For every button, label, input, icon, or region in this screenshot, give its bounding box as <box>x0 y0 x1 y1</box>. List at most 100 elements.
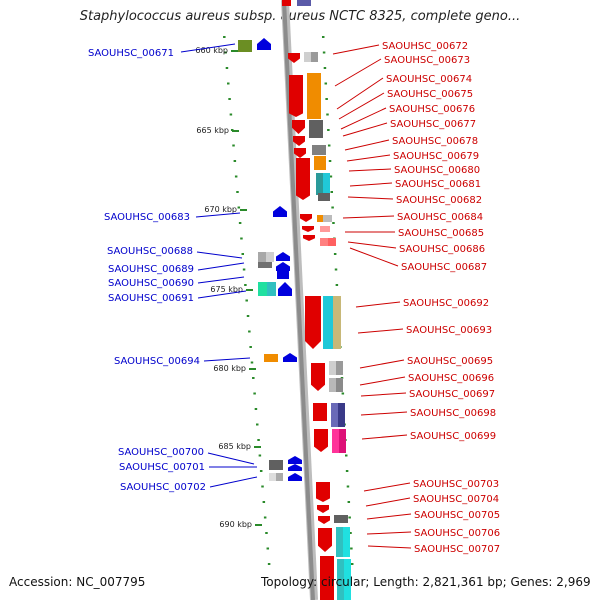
gene-label-right: SAOUHSC_00677 <box>390 119 476 130</box>
gene-label-right: SAOUHSC_00704 <box>413 494 499 505</box>
gene-feature <box>307 73 321 119</box>
map-title: Staphylococcus aureus subsp. aureus NCTC… <box>79 9 521 24</box>
kbp-label: 690 kbp <box>219 520 252 529</box>
leader-line-left <box>203 357 251 362</box>
gene-label-right: SAOUHSC_00697 <box>409 389 495 400</box>
gene-feature <box>314 156 326 170</box>
ruler-tick-right <box>329 175 333 178</box>
gene-label-right: SAOUHSC_00703 <box>413 479 499 490</box>
ruler-tick-right <box>347 501 351 503</box>
kbp-label: 685 kbp <box>218 442 251 451</box>
ruler-major-tick <box>246 289 253 291</box>
gene-feature <box>258 282 267 296</box>
gene-feature <box>277 271 289 279</box>
kbp-label: 680 kbp <box>213 364 246 373</box>
gene-feature <box>320 226 330 232</box>
gene-feature <box>269 473 276 481</box>
ruler-tick-left <box>259 470 263 472</box>
kbp-label: 660 kbp <box>195 46 228 55</box>
gene-label-right: SAOUHSC_00674 <box>386 74 472 85</box>
ruler-tick-left <box>252 377 255 379</box>
ruler-tick-left <box>232 144 235 147</box>
gene-feature <box>311 52 318 62</box>
gene-feature <box>267 282 276 296</box>
gene-feature <box>338 403 345 427</box>
gene-feature <box>296 158 310 174</box>
gene-feature <box>258 262 272 268</box>
ruler-tick-left <box>241 253 245 255</box>
gene-label-left: SAOUHSC_00671 <box>88 48 174 59</box>
ruler-tick-right <box>330 191 334 193</box>
kbp-label: 670 kbp <box>204 205 237 214</box>
gene-label-right: SAOUHSC_00672 <box>382 41 468 52</box>
leader-line-left <box>209 476 258 488</box>
gene-feature <box>333 296 341 349</box>
ruler-tick-left <box>263 516 267 519</box>
ruler-tick-left <box>227 82 230 85</box>
ruler-tick-left <box>262 501 266 503</box>
ruler-tick-left <box>223 36 226 38</box>
accession-text: Accession: NC_007795 <box>9 575 146 589</box>
gene-feature <box>282 0 291 6</box>
ruler-tick-left <box>267 563 271 565</box>
leader-line-right <box>334 58 382 87</box>
gene-feature <box>323 215 332 222</box>
gene-arrow-down <box>303 235 315 241</box>
gene-arrow-down <box>289 109 303 117</box>
gene-feature <box>336 527 343 557</box>
ruler-major-tick <box>249 368 256 370</box>
ruler-tick-left <box>265 532 268 534</box>
gene-feature <box>320 556 334 600</box>
ruler-tick-left <box>240 237 243 240</box>
ruler-tick-right <box>328 160 332 162</box>
leader-line-right <box>348 168 392 172</box>
leader-line-right <box>347 241 397 249</box>
gene-feature <box>296 174 310 192</box>
gene-arrow-down <box>311 377 325 391</box>
ruler-tick-right <box>346 485 350 488</box>
gene-label-right: SAOUHSC_00685 <box>398 228 484 239</box>
gene-label-right: SAOUHSC_00696 <box>408 373 494 384</box>
leader-line-right <box>365 497 411 507</box>
gene-arrow-down <box>288 53 300 63</box>
gene-feature <box>332 429 339 453</box>
gene-label-right: SAOUHSC_00684 <box>397 212 483 223</box>
ruler-tick-right <box>345 470 349 472</box>
ruler-tick-left <box>233 160 237 162</box>
gene-label-left: SAOUHSC_00694 <box>114 356 200 367</box>
gene-label-left: SAOUHSC_00700 <box>118 447 204 458</box>
ruler-tick-left <box>246 315 250 317</box>
gene-feature <box>266 252 274 262</box>
gene-feature <box>258 252 266 262</box>
ruler-tick-left <box>224 51 227 54</box>
gene-label-right: SAOUHSC_00686 <box>399 244 485 255</box>
gene-label-right: SAOUHSC_00679 <box>393 151 479 162</box>
gene-features <box>238 0 351 600</box>
gene-label-right: SAOUHSC_00682 <box>396 195 482 206</box>
leader-line-right <box>363 482 411 492</box>
gene-label-left: SAOUHSC_00683 <box>104 212 190 223</box>
leader-line-right <box>349 247 399 267</box>
leader-line-right <box>361 434 408 440</box>
gene-arrow-up <box>278 282 292 296</box>
ruler-tick-left <box>244 284 247 286</box>
ruler-tick-left <box>228 98 231 100</box>
genome-summary-text: Topology: circular; Length: 2,821,361 bp… <box>261 575 591 589</box>
kbp-ruler: 660 kbp 665 kbp 670 kbp 675 kbp 680 kbp 685 k… <box>195 36 354 565</box>
gene-feature <box>320 238 328 246</box>
gene-arrow-up <box>273 206 287 217</box>
leader-line-right <box>360 392 407 397</box>
gene-label-right: SAOUHSC_00698 <box>410 408 496 419</box>
gene-arrow-down <box>318 538 332 552</box>
gene-label-right: SAOUHSC_00692 <box>403 298 489 309</box>
gene-arrow-up <box>276 262 290 271</box>
ruler-tick-right <box>335 284 339 286</box>
gene-feature <box>328 238 336 246</box>
ruler-tick-left <box>261 485 264 488</box>
ruler-tick-left <box>237 206 241 209</box>
leader-line-left <box>197 276 245 284</box>
gene-feature <box>238 40 252 52</box>
leader-line-right <box>360 411 408 416</box>
gene-feature <box>343 527 350 557</box>
leader-line-left <box>207 452 255 465</box>
